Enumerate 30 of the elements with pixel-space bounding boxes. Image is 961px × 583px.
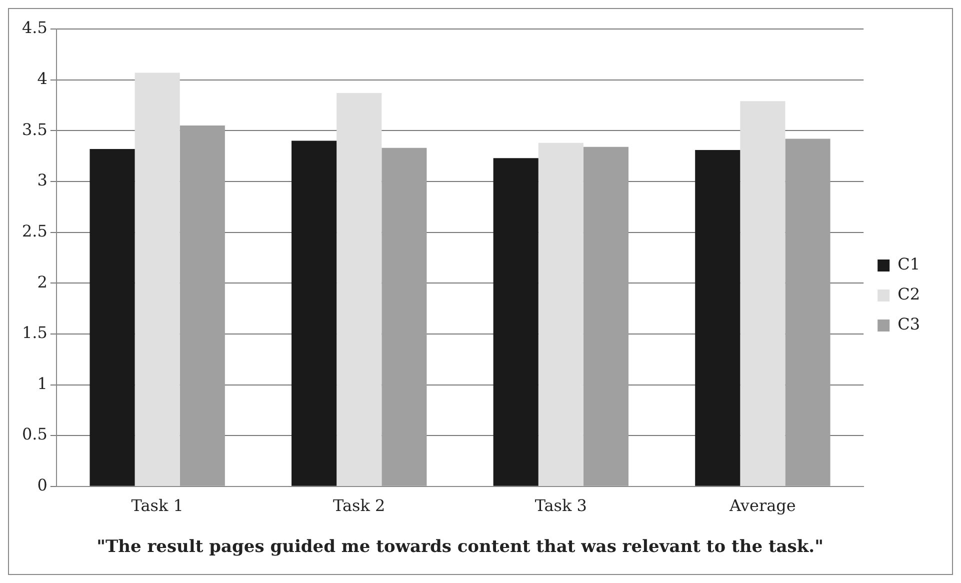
bar bbox=[493, 158, 538, 486]
legend-label: C2 bbox=[898, 284, 920, 304]
x-tick-label: Average bbox=[728, 496, 796, 516]
x-tick-label: Task 2 bbox=[333, 496, 386, 516]
bar bbox=[382, 148, 427, 486]
x-tick-label: Task 1 bbox=[131, 496, 184, 516]
bar bbox=[785, 138, 830, 486]
y-tick-label: 3 bbox=[37, 170, 48, 190]
legend-label: C1 bbox=[898, 254, 920, 274]
bar bbox=[292, 140, 337, 486]
bar bbox=[336, 93, 382, 486]
y-tick-label: 2 bbox=[37, 272, 48, 292]
y-tick-label: 0 bbox=[37, 476, 48, 495]
bar bbox=[180, 126, 225, 486]
bar bbox=[583, 146, 628, 486]
bar bbox=[695, 150, 740, 486]
bar bbox=[740, 101, 786, 486]
y-tick-label: 4.5 bbox=[22, 18, 48, 38]
x-axis-title: "The result pages guided me towards content that was relevant to the task." bbox=[96, 537, 824, 558]
bar bbox=[134, 72, 180, 486]
bar bbox=[538, 142, 584, 486]
y-tick-label: 3.5 bbox=[22, 120, 48, 139]
y-tick-label: 1.5 bbox=[22, 323, 48, 342]
bar bbox=[90, 148, 135, 486]
y-tick-label: 0.5 bbox=[22, 424, 48, 444]
x-tick-label: Task 3 bbox=[534, 496, 587, 516]
legend-label: C3 bbox=[898, 314, 920, 334]
y-tick-label: 2.5 bbox=[22, 221, 48, 240]
y-tick-label: 1 bbox=[37, 374, 48, 393]
y-tick-label: 4 bbox=[37, 68, 48, 88]
